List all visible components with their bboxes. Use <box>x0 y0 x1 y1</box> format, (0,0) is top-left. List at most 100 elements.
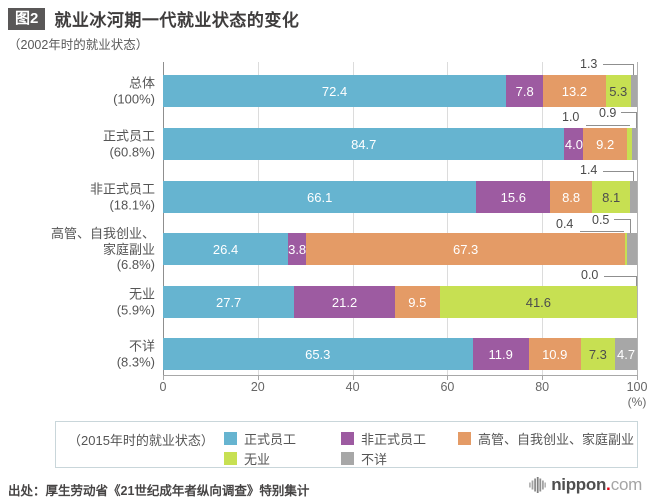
legend-item: 非正式员工 <box>341 429 426 448</box>
annotation-connector <box>633 64 634 75</box>
legend-label: 无业 <box>244 452 271 467</box>
legend-item: 高管、自我创业、家庭副业 <box>458 429 634 448</box>
outside-value-label: 0.4 <box>556 217 574 231</box>
bar-value-label: 9.5 <box>408 294 427 310</box>
legend-swatch <box>341 432 354 445</box>
logo-text-com: com <box>610 475 643 494</box>
legend-swatch <box>341 452 354 465</box>
bar-value-label: 67.3 <box>452 241 479 257</box>
bar-value-label: 4.7 <box>617 346 636 362</box>
legend-swatch <box>224 452 237 465</box>
nippon-bars-globe-icon <box>529 477 547 493</box>
category-label: 不详 (8.3%) <box>116 338 155 370</box>
legend-title: （2015年时的就业状态） <box>68 433 214 448</box>
bar-value-label: 9.2 <box>596 136 615 152</box>
bar-value-label: 26.4 <box>212 241 239 257</box>
bar-segment: 8.1 <box>591 181 631 213</box>
bar-value-label: 7.8 <box>515 83 534 99</box>
bar-row: 84.7 4.0 9.2 <box>163 128 637 160</box>
outside-value-label: 1.0 <box>562 110 580 124</box>
gridline <box>352 62 354 375</box>
bar-segment: 4.7 <box>615 338 637 370</box>
annotation-connector <box>636 112 637 128</box>
outside-value-label: 1.4 <box>580 163 598 177</box>
x-axis-unit-label: (%) <box>627 395 647 409</box>
x-axis-tick <box>637 375 638 380</box>
chart-subtitle: （2002年时的就业状态） <box>8 38 149 52</box>
bar-value-label: 3.8 <box>288 241 307 257</box>
annotation-connector <box>633 171 634 181</box>
annotation-connector <box>630 219 631 233</box>
x-axis-tick-label: 100 <box>626 380 648 394</box>
bar-segment: 10.9 <box>528 338 581 370</box>
legend-swatch <box>224 432 237 445</box>
x-axis-tick-label: 0 <box>159 380 167 394</box>
legend-label: 正式员工 <box>244 432 297 447</box>
page-title: 就业冰河期一代就业状态的变化 <box>54 11 300 30</box>
bar-segment: 7.8 <box>506 75 544 107</box>
annotation-connector <box>603 64 633 65</box>
bar-segment: 4.0 <box>564 128 584 160</box>
bar-value-label: 15.6 <box>500 189 526 205</box>
bar-segment: 72.4 <box>163 75 507 107</box>
bar-row: 66.1 15.6 8.8 8.1 <box>163 181 637 213</box>
bar-value-label: 27.7 <box>215 294 242 310</box>
bar-value-label: 65.3 <box>305 346 331 362</box>
category-label: 总体 (100%) <box>113 75 155 107</box>
bar-value-label: 4.0 <box>564 136 583 152</box>
bar-value-label: 8.1 <box>602 189 621 205</box>
bar-value-label: 84.7 <box>351 136 377 152</box>
figure-header: 图2 就业冰河期一代就业状态的变化 <box>8 6 299 31</box>
bar-row: 27.7 21.2 9.5 41.6 <box>163 286 637 318</box>
outside-value-label: 0.5 <box>592 213 610 227</box>
y-axis-line <box>163 62 164 375</box>
annotation-connector <box>636 276 637 286</box>
x-axis-tick-label: 20 <box>250 380 265 394</box>
bar-segment: 27.7 <box>163 286 295 318</box>
bar-segment <box>630 75 637 107</box>
bar-row: 72.4 7.8 13.2 5.3 <box>163 75 637 107</box>
bar-segment <box>627 128 632 160</box>
bar-segment: 26.4 <box>163 233 289 265</box>
x-axis-tick <box>542 375 544 380</box>
bar-segment: 13.2 <box>543 75 606 107</box>
bar-value-label: 8.8 <box>562 189 581 205</box>
annotation-connector <box>603 171 633 172</box>
gridline <box>257 62 259 375</box>
x-axis-tick <box>257 375 259 380</box>
bar-segment: 41.6 <box>439 286 637 318</box>
legend-label: 非正式员工 <box>361 432 427 447</box>
bar-segment: 5.3 <box>605 75 631 107</box>
category-label: 无业 (5.9%) <box>116 286 155 318</box>
bar-value-label: 11.9 <box>488 346 513 362</box>
nippon-com-logo[interactable]: nippon . com <box>529 475 642 495</box>
bar-segment <box>625 233 628 265</box>
bar-segment <box>627 233 637 265</box>
bar-segment: 84.7 <box>163 128 565 160</box>
x-axis-tick-label: 60 <box>440 380 455 394</box>
category-label: 正式员工 (60.8%) <box>102 128 155 160</box>
x-axis-tick <box>352 375 354 380</box>
outside-value-label: 0.9 <box>599 106 617 120</box>
bar-segment: 65.3 <box>163 338 473 370</box>
figure-number-badge: 图2 <box>8 7 46 30</box>
category-label: 非正式员工 (18.1%) <box>89 181 155 213</box>
source-note: 出处：厚生劳动省《21世纪成年者纵向调查》特别集计 <box>8 484 310 498</box>
bar-segment: 8.8 <box>550 181 592 213</box>
bar-segment: 3.8 <box>288 233 306 265</box>
x-axis-line <box>163 375 638 376</box>
annotation-connector <box>586 125 630 126</box>
legend-item: 不详 <box>341 449 387 468</box>
legend-swatch <box>458 432 471 445</box>
gridline <box>637 62 638 375</box>
bar-segment: 7.3 <box>580 338 616 370</box>
bar-row: 65.3 11.9 10.9 7.3 4.7 <box>163 338 637 370</box>
bar-value-label: 5.3 <box>609 83 628 99</box>
x-axis-tick-label: 40 <box>345 380 360 394</box>
legend-box: （2015年时的就业状态） 正式员工 非正式员工 高管、自我创业、家庭副业无业 不详 <box>55 421 638 468</box>
bar-value-label: 7.3 <box>588 346 607 362</box>
annotation-connector <box>580 231 624 232</box>
annotation-connector <box>614 219 630 220</box>
stacked-bar-chart: 0 20 40 60 80 100 (%) 总体 (100%) 72.4 7.8 13.2 5.3 正式员… <box>0 57 650 422</box>
category-label: 高管、自我创业、 家庭副业 (6.8%) <box>50 225 155 272</box>
